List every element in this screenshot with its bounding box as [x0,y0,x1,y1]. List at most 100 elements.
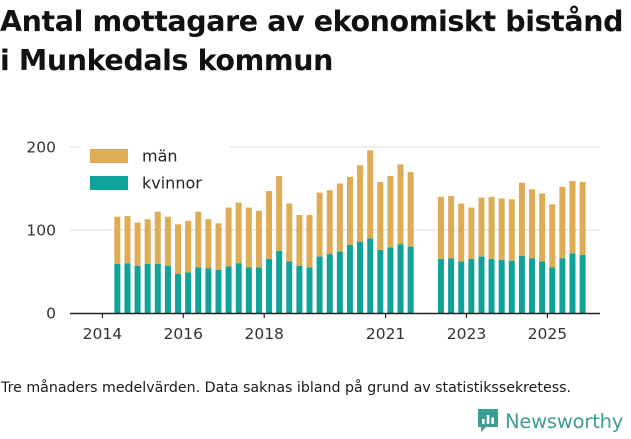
bar-man-15 [266,190,273,260]
chart-caption: Tre månaders medelvärden. Data saknas ib… [1,380,571,396]
legend-swatch-man [90,149,128,163]
bar-kvinnor-11 [225,266,232,313]
bar-man-23 [346,176,353,245]
x-tick-label-2025: 2025 [528,325,567,343]
bar-kvinnor-28 [397,244,404,313]
bar-kvinnor-36 [498,259,505,313]
axes: 0 100 200 2014 2016 2018 2021 2023 2025 [26,139,600,343]
bar-man-42 [559,186,566,259]
bar-kvinnor-5 [164,265,171,313]
bar-man-37 [508,199,515,261]
bar-kvinnor-23 [346,244,353,313]
bar-kvinnor-39 [529,258,536,313]
x-tick-label-2018: 2018 [244,325,283,343]
bar-kvinnor-34 [478,256,485,313]
bar-kvinnor-4 [154,264,161,313]
bar-kvinnor-1 [124,263,131,313]
bar-kvinnor-14 [255,267,262,313]
bar-kvinnor-15 [266,259,273,313]
bar-man-3 [144,219,151,265]
bar-man-33 [468,207,475,260]
bar-man-40 [539,193,546,262]
chart-title-line-1: Antal mottagare av ekonomiskt bistånd [0,5,624,38]
bar-kvinnor-30 [438,259,444,313]
bar-kvinnor-21 [326,254,333,313]
bar-kvinnor-2 [134,265,141,313]
bar-man-43 [569,181,576,254]
x-tick-label-2014: 2014 [83,325,122,343]
bar-kvinnor-31 [448,258,455,313]
legend-label-man: män [142,147,178,166]
bar-man-6 [175,224,182,274]
bar-kvinnor-35 [488,259,495,313]
bar-man-21 [326,190,333,255]
bar-man-44 [579,181,586,255]
bar-man-30 [438,196,444,260]
bar-man-24 [357,165,364,242]
bar-man-0 [114,216,121,265]
bar-kvinnor-41 [549,267,556,313]
bar-kvinnor-20 [316,256,323,313]
bar-kvinnor-37 [508,260,515,313]
bar-man-4 [154,211,161,265]
bar-man-10 [215,223,222,270]
bar-kvinnor-3 [144,264,151,313]
bar-kvinnor-40 [539,261,546,313]
bar-kvinnor-6 [175,273,182,313]
bar-man-9 [205,219,212,269]
bar-man-7 [185,220,192,273]
x-tick-label-2021: 2021 [366,325,405,343]
newsworthy-logo-text: Newsworthy [505,409,624,433]
bar-kvinnor-38 [518,255,525,313]
bar-kvinnor-10 [215,269,222,313]
bars [114,150,586,313]
bar-kvinnor-12 [235,263,242,313]
bar-man-5 [164,216,171,266]
bar-kvinnor-32 [458,261,465,313]
x-tick-label-2023: 2023 [447,325,486,343]
bar-kvinnor-19 [306,267,313,313]
bar-man-36 [498,198,505,260]
bar-man-38 [518,182,525,256]
bar-man-20 [316,192,323,257]
bar-man-22 [336,183,343,252]
y-tick-label-200: 200 [26,139,56,157]
bar-man-28 [397,164,404,245]
bar-man-14 [255,210,262,268]
bar-kvinnor-27 [387,247,394,313]
bar-kvinnor-18 [296,265,303,313]
bar-kvinnor-16 [276,250,283,313]
bar-man-19 [306,215,313,268]
bar-kvinnor-26 [377,249,384,313]
bar-man-16 [276,176,283,251]
bar-kvinnor-7 [185,272,192,313]
newsworthy-logo-icon [478,409,498,432]
bar-man-18 [296,215,303,266]
bar-man-41 [549,204,556,268]
chart-title-line-2: i Munkedals kommun [0,44,333,77]
bar-man-1 [124,215,131,264]
bar-kvinnor-29 [407,246,414,313]
bar-kvinnor-22 [336,251,343,313]
chart-title: Antal mottagare av ekonomiskt bistånd i … [0,2,631,80]
bar-man-17 [286,203,293,262]
bar-man-29 [407,171,414,247]
legend-swatch-kvinnor [90,176,128,190]
bar-kvinnor-13 [245,267,252,313]
bar-man-12 [235,202,242,264]
bar-kvinnor-42 [559,258,566,313]
legend: män kvinnor [80,135,230,197]
y-tick-label-0: 0 [46,305,56,323]
bar-kvinnor-17 [286,261,293,313]
bar-kvinnor-43 [569,253,576,313]
bar-kvinnor-25 [367,238,374,313]
bar-kvinnor-44 [579,254,586,313]
bar-man-39 [529,189,536,259]
y-tick-label-100: 100 [26,222,56,240]
bar-man-35 [488,196,495,260]
bar-kvinnor-33 [468,259,475,313]
bar-man-27 [387,176,394,248]
bar-man-32 [458,203,465,262]
bar-kvinnor-8 [195,267,202,313]
bar-man-11 [225,207,232,267]
